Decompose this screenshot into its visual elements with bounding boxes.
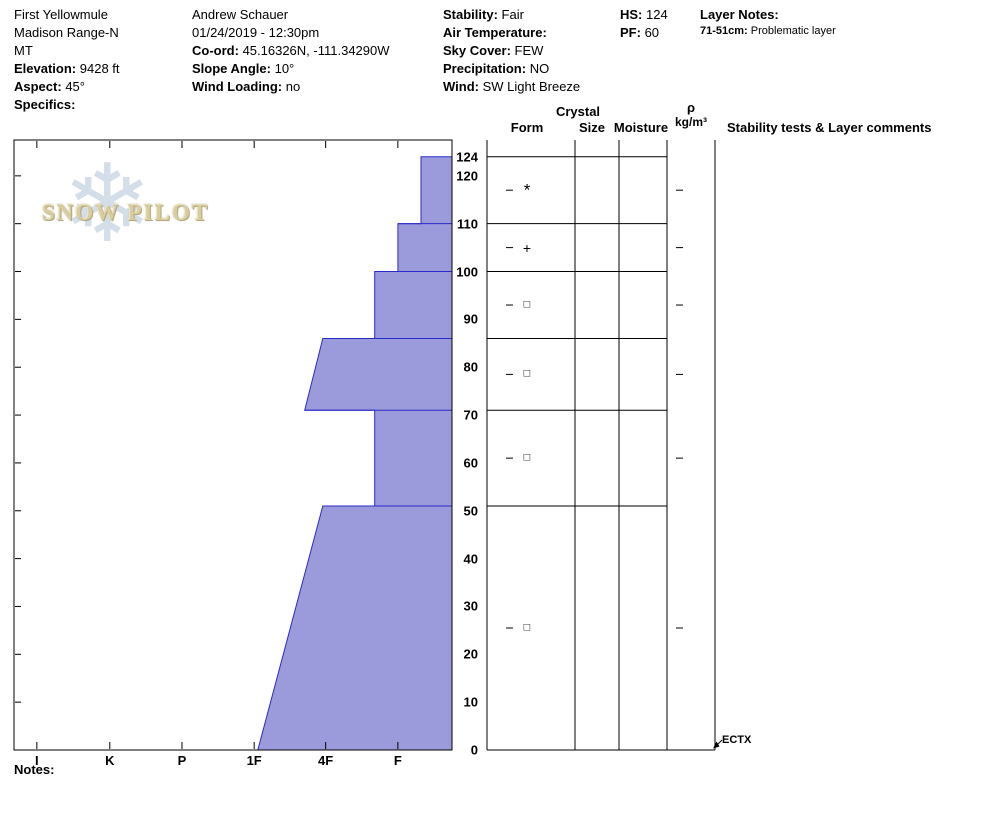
stability-test-result: ECTX [722,734,752,746]
coord-line: Co-ord: 45.16326N, -111.34290W [192,42,390,60]
slope-angle-value: 10° [274,61,295,76]
pit-datetime: 01/24/2019 - 12:30pm [192,25,320,40]
depth-label: 124 [456,149,478,165]
wind-value: SW Light Breeze [482,79,581,94]
layer-note-depth: 71-51cm: [700,25,748,37]
crystal-header: Crystal [555,104,601,119]
depth-axis-labels: 124 120 110 100 90 80 70 60 50 40 30 20 10 0 [440,0,478,840]
density-units: kg/m³ [674,115,707,129]
specifics-line: Specifics: [14,96,120,114]
stability-label: Stability: [443,7,498,22]
slope-angle-label: Slope Angle: [192,61,271,76]
stability-value: Fair [501,7,524,22]
hardness-axis-label: I [35,753,39,768]
depth-label: 60 [463,455,478,471]
depth-label: 10 [463,694,478,710]
depth-label: 40 [463,551,478,567]
moisture-header: Moisture [613,120,669,135]
grain-form-symbol-facets: □ [523,621,531,634]
air-temp-label: Air Temperature: [443,25,547,40]
header-location-block: First Yellowmule Madison Range-N MT Elev… [14,6,120,114]
stability-tests-header: Stability tests & Layer comments [727,120,932,135]
hs-label: HS: [620,7,643,22]
hardness-axis-label: F [393,753,402,768]
depth-label: 120 [456,168,478,184]
density-header: ρ [686,100,696,115]
grain-form-symbol-facets: □ [523,451,531,464]
hardness-axis-label: K [105,753,115,768]
precip-value: NO [529,61,550,76]
grain-form-symbol-facets: □ [523,298,531,311]
hardness-axis-label: 4F [318,753,334,768]
precip-line: Precipitation: NO [443,60,580,78]
wind-loading-value: no [285,79,301,94]
aspect-label: Aspect: [14,79,62,94]
elevation-label: Elevation: [14,61,77,76]
layer-note: 71-51cm: Problematic layer [700,24,836,38]
pit-name: First Yellowmule [14,7,108,22]
sky-cover-line: Sky Cover: FEW [443,42,580,60]
hs-line: HS: 124 [620,6,668,24]
depth-label: 20 [463,646,478,662]
stability-line: Stability: Fair [443,6,580,24]
depth-label: 110 [457,216,478,232]
sky-cover-value: FEW [514,43,544,58]
coord-value: 45.16326N, -111.34290W [242,43,390,58]
layer-note-text: Problematic layer [750,25,836,37]
wind-loading-line: Wind Loading: no [192,78,390,96]
header-totals-block: HS: 124 PF: 60 [620,6,668,42]
depth-label: 100 [456,264,478,280]
form-header: Form [510,120,544,135]
pf-value: 60 [644,25,660,40]
wind-loading-label: Wind Loading: [192,79,283,94]
elevation-value: 9428 ft [79,61,120,76]
wind-line: Wind: SW Light Breeze [443,78,580,96]
depth-label: 90 [463,311,478,327]
aspect-value: 45° [65,79,85,94]
depth-label: 50 [463,503,478,519]
observer-name: Andrew Schauer [192,7,289,22]
snowpilot-logo: ❄ SNOW PILOT [30,150,225,278]
hs-value: 124 [646,7,668,22]
air-temp-line: Air Temperature: [443,24,580,42]
coord-label: Co-ord: [192,43,239,58]
notes-label: Notes: [14,762,55,777]
elevation-line: Elevation: 9428 ft [14,60,120,78]
aspect-line: Aspect: 45° [14,78,120,96]
mountain-range: Madison Range-N [14,25,119,40]
snowflake-icon: ❄ [62,143,153,264]
logo-text: SNOW PILOT [42,200,210,225]
depth-label: 30 [463,598,478,614]
depth-label: 80 [463,359,478,375]
precip-label: Precipitation: [443,61,527,76]
header-layer-notes-block: Layer Notes: 71-51cm: Problematic layer [700,6,836,38]
grain-form-symbol-precipitation-particles: * [523,180,531,200]
depth-label: 70 [463,407,478,423]
wind-label: Wind: [443,79,479,94]
depth-label: 0 [470,742,478,758]
header-conditions-block: Stability: Fair Air Temperature: Sky Cov… [443,6,580,96]
pf-line: PF: 60 [620,24,668,42]
hardness-axis-label: P [177,753,187,768]
grain-form-symbol-facets: □ [523,367,531,380]
grain-form-symbol-decomposing-fragments: + [522,239,532,256]
header-observer-block: Andrew Schauer 01/24/2019 - 12:30pm Co-o… [192,6,390,96]
hardness-axis-label: 1F [246,753,262,768]
sky-cover-label: Sky Cover: [443,43,511,58]
slope-angle-line: Slope Angle: 10° [192,60,390,78]
state: MT [14,43,33,58]
pf-label: PF: [620,25,641,40]
layer-notes-title: Layer Notes: [700,7,779,22]
size-header: Size [578,120,605,135]
specifics-label: Specifics: [14,97,76,112]
